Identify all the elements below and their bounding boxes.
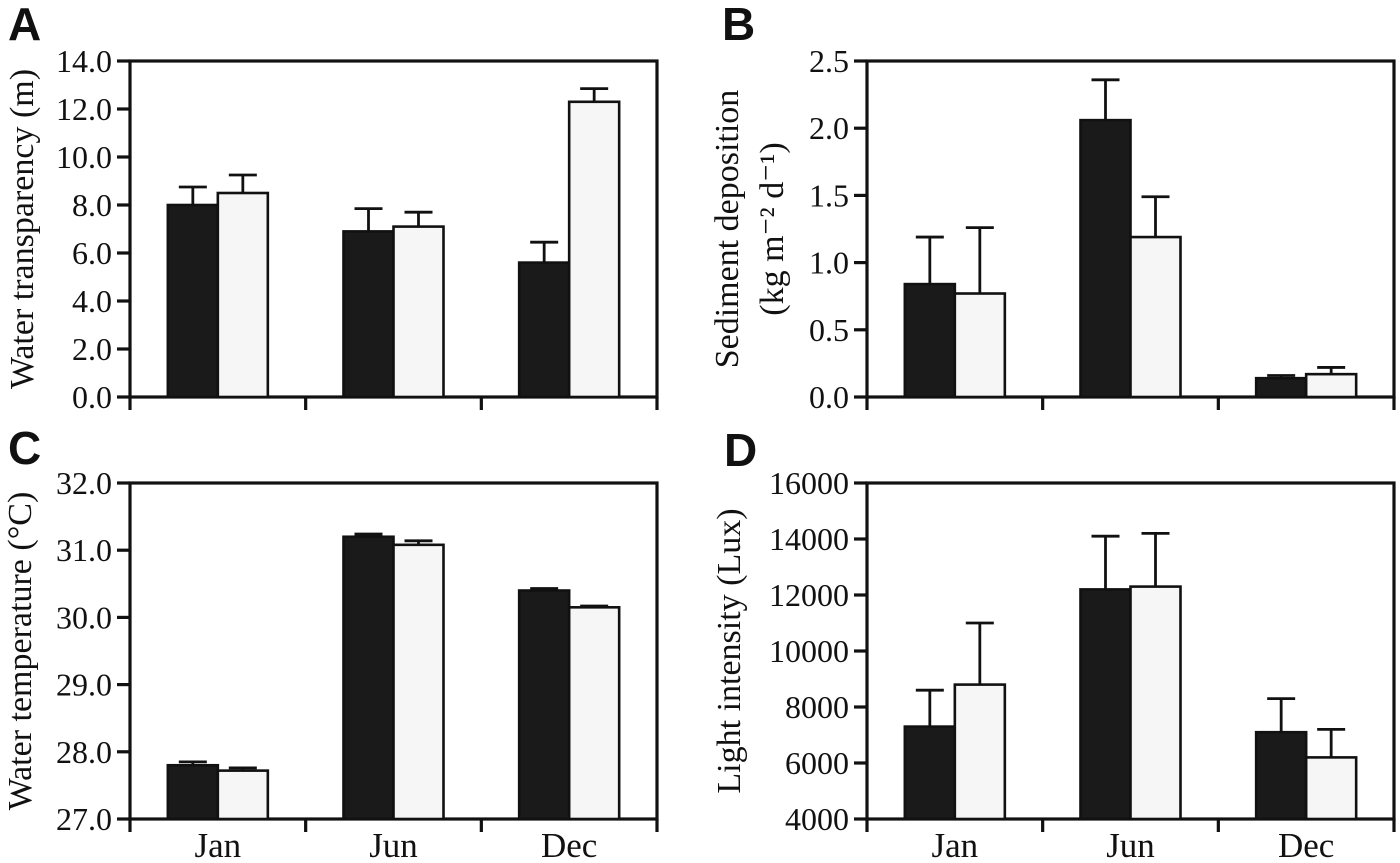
panel-label-A: A: [8, 0, 41, 50]
bar-filled-black-jun: [342, 230, 395, 399]
y-tick-label: 4.0: [72, 283, 112, 319]
y-tick-label: 32.0: [56, 465, 112, 501]
bar-filled-black-jun: [1079, 588, 1132, 821]
y-tick-label: 2.0: [809, 110, 849, 146]
y-axis-label: Sediment deposition: [709, 90, 746, 369]
y-tick-label: 10.0: [56, 139, 112, 175]
bar-open-white-jun: [392, 543, 445, 821]
y-tick-label: 8000: [785, 689, 849, 725]
y-tick-label: 14.0: [56, 43, 112, 79]
panel-label-B: B: [722, 0, 755, 50]
x-category-label-jun: Jun: [1106, 826, 1155, 863]
bar-open-white-dec: [1304, 756, 1358, 821]
bar-filled-black-dec: [1254, 376, 1308, 399]
panel-C-chart: C Water temperature (°C) 27.0 28.0 29.0 30.0 3…: [2, 422, 659, 863]
x-category-label-jan: Jan: [932, 826, 979, 863]
bar-filled-black-dec: [517, 261, 571, 399]
bar-open-white-dec: [567, 100, 621, 399]
y-tick-label: 4000: [785, 801, 849, 837]
y-tick-label: 29.0: [56, 667, 112, 703]
y-tick-label: 12.0: [56, 91, 112, 127]
bar-open-white-jun: [1129, 235, 1182, 399]
y-tick-label: 28.0: [56, 734, 112, 770]
y-tick-label: 8.0: [72, 187, 112, 223]
bar-open-white-jan: [953, 683, 1007, 821]
y-tick-label: 12000: [769, 577, 849, 613]
y-tick-label: 31.0: [56, 532, 112, 568]
y-axis-label: Light intensity (Lux): [711, 508, 748, 793]
panel-label-C: C: [8, 422, 41, 474]
bar-open-white-jan: [953, 292, 1007, 399]
y-tick-label: 0.0: [72, 379, 112, 415]
bar-open-white-jun: [392, 225, 445, 399]
panel-D-chart: D Light intensity (Lux) 4000 6000 8000 10000 1…: [711, 424, 1396, 863]
bar-filled-black-jan: [166, 203, 220, 399]
y-axis-label: (kg m⁻² d⁻¹): [754, 142, 791, 315]
bar-filled-black-jan: [166, 763, 220, 821]
panel-B-chart: B Sediment deposition (kg m⁻² d⁻¹) 0.0 0.5 1.…: [709, 0, 1396, 415]
y-axis-label: Water temperature (°C): [2, 492, 39, 811]
y-tick-label: 0.5: [809, 312, 849, 348]
x-category-label-jan: Jan: [195, 826, 242, 863]
y-tick-label: 6000: [785, 745, 849, 781]
bar-filled-black-dec: [1254, 730, 1308, 821]
bar-filled-black-jun: [1079, 118, 1132, 399]
y-tick-label: 2.5: [809, 43, 849, 79]
y-tick-label: 0.0: [809, 379, 849, 415]
y-tick-label: 10000: [769, 633, 849, 669]
y-tick-label: 14000: [769, 521, 849, 557]
bar-filled-black-jan: [903, 725, 957, 821]
bar-open-white-dec: [1304, 372, 1358, 399]
y-tick-label: 1.5: [809, 177, 849, 213]
y-tick-label: 2.0: [72, 331, 112, 367]
x-category-label-dec: Dec: [1278, 826, 1334, 863]
y-axis-label: Water transparency (m): [4, 69, 41, 389]
y-tick-label: 16000: [769, 465, 849, 501]
bar-open-white-jan: [216, 191, 270, 399]
x-category-label-dec: Dec: [541, 826, 597, 863]
x-category-label-jun: Jun: [369, 826, 418, 863]
bar-filled-black-jan: [903, 282, 957, 399]
y-tick-label: 27.0: [56, 801, 112, 837]
bar-open-white-dec: [567, 606, 621, 821]
bar-open-white-jan: [216, 769, 270, 821]
y-tick-label: 6.0: [72, 235, 112, 271]
bar-open-white-jun: [1129, 585, 1182, 821]
y-tick-label: 30.0: [56, 599, 112, 635]
bar-filled-black-jun: [342, 535, 395, 821]
panel-A-chart: A Water transparency (m) 0.0 2.0 4.0 6.0 8.0 10…: [4, 0, 659, 415]
bar-filled-black-dec: [517, 589, 571, 821]
panel-label-D: D: [724, 424, 757, 476]
y-tick-label: 1.0: [809, 245, 849, 281]
